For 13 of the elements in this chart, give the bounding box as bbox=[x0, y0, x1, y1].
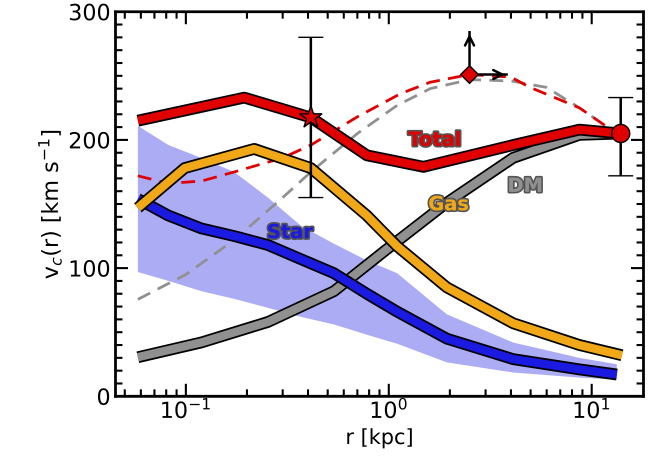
x-tick-label: 10$^{1}$ bbox=[574, 398, 610, 418]
series-label: DM bbox=[509, 178, 542, 192]
series-label: Total bbox=[408, 131, 460, 146]
x-axis-title: r [kpc] bbox=[347, 428, 412, 448]
y-axis-title: v$_{c}$(r) [km s$^{−1}$] bbox=[38, 130, 62, 279]
series-label: Star bbox=[268, 224, 313, 238]
y-tick-label: 300 bbox=[70, 4, 110, 20]
x-tick-label: 10$^{0}$ bbox=[372, 398, 407, 418]
y-tick-label: 0 bbox=[98, 388, 110, 406]
x-tick-label: 10$^{−1}$ bbox=[162, 398, 210, 418]
y-tick-label: 200 bbox=[70, 132, 110, 149]
text: Gas bbox=[429, 196, 468, 210]
y-tick-label: 100 bbox=[70, 260, 110, 277]
